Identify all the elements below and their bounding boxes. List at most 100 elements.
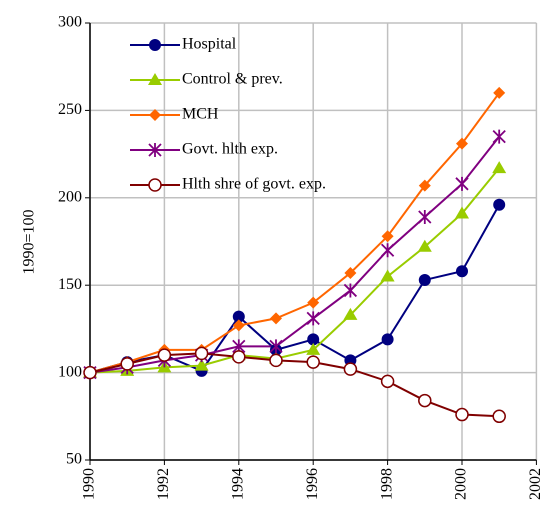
marker-shape — [83, 365, 97, 380]
marker — [232, 319, 245, 332]
marker-shape — [232, 310, 245, 323]
x-tick-label: 1992 — [155, 468, 172, 500]
marker — [269, 353, 283, 368]
marker-shape — [455, 407, 469, 422]
marker — [381, 230, 394, 243]
x-tick-label: 1994 — [229, 468, 246, 500]
marker-shape — [418, 210, 432, 225]
marker-shape — [493, 198, 506, 211]
marker-shape — [270, 312, 282, 325]
marker-shape — [417, 239, 432, 252]
marker-shape — [269, 353, 283, 368]
marker — [456, 137, 468, 150]
marker-shape — [306, 342, 321, 355]
x-tick-label: 1998 — [378, 468, 395, 500]
marker-shape — [418, 393, 432, 408]
marker — [232, 350, 246, 364]
marker-shape — [380, 243, 395, 258]
series-line — [89, 204, 501, 374]
marker — [380, 243, 395, 258]
marker-shape — [418, 179, 431, 192]
y-tick-label: 50 — [66, 451, 82, 468]
y-tick-label: 300 — [58, 14, 82, 31]
marker — [149, 39, 161, 51]
marker — [493, 86, 506, 99]
marker — [492, 161, 507, 174]
marker — [344, 266, 357, 279]
marker-shape — [380, 374, 395, 389]
y-axis-label: 1990=100 — [21, 209, 38, 274]
marker — [306, 311, 320, 326]
marker — [492, 409, 506, 424]
marker — [83, 365, 97, 380]
marker-shape — [344, 266, 357, 279]
marker-shape — [306, 355, 320, 369]
marker — [120, 357, 134, 371]
marker-shape — [456, 265, 468, 278]
marker — [269, 339, 283, 354]
marker — [148, 73, 162, 85]
marker — [381, 333, 394, 346]
marker-shape — [307, 333, 320, 346]
marker — [307, 296, 320, 309]
marker-shape — [232, 350, 246, 364]
marker-shape — [194, 358, 209, 371]
marker — [418, 210, 432, 225]
marker — [157, 348, 172, 362]
marker — [149, 109, 161, 121]
marker — [418, 273, 431, 286]
legend-entry: Hospital — [130, 36, 237, 53]
marker — [148, 143, 162, 157]
legend-label: Hlth shre of govt. exp. — [182, 176, 326, 193]
marker-shape — [307, 296, 320, 309]
marker-shape — [120, 357, 134, 371]
marker-shape — [157, 348, 172, 362]
marker-shape — [492, 409, 506, 424]
marker — [455, 407, 469, 422]
marker — [343, 362, 358, 376]
marker — [380, 374, 395, 389]
marker-shape — [455, 176, 469, 191]
marker-shape — [148, 73, 162, 85]
marker-shape — [149, 39, 161, 51]
marker-shape — [269, 339, 283, 354]
marker — [306, 342, 321, 355]
marker — [270, 312, 282, 325]
marker-shape — [492, 161, 507, 174]
legend-entry: MCH — [130, 106, 219, 123]
marker-shape — [306, 311, 320, 326]
marker — [307, 333, 320, 346]
legend-label: Govt. hlth exp. — [182, 141, 278, 158]
marker — [148, 178, 162, 192]
marker-shape — [380, 269, 395, 282]
marker-shape — [343, 362, 358, 376]
marker — [380, 269, 395, 282]
x-tick-label: 2000 — [453, 468, 470, 500]
marker-shape — [148, 143, 162, 157]
legend-label: MCH — [182, 106, 219, 123]
marker-shape — [381, 230, 394, 243]
marker-shape — [194, 346, 209, 361]
y-tick-label: 100 — [58, 363, 82, 380]
marker — [417, 239, 432, 252]
marker — [493, 198, 506, 211]
marker — [194, 358, 209, 371]
marker-shape — [343, 283, 358, 298]
series-line — [89, 92, 501, 374]
marker — [492, 129, 506, 144]
series-line — [89, 167, 500, 374]
marker-shape — [456, 137, 468, 150]
marker-shape — [381, 333, 394, 346]
y-tick-label: 250 — [58, 101, 82, 118]
marker — [456, 265, 468, 278]
marker — [343, 307, 358, 320]
marker — [232, 310, 245, 323]
x-tick-label: 1990 — [81, 468, 98, 500]
x-tick-label: 1996 — [304, 468, 321, 500]
marker — [306, 355, 320, 369]
legend-label: Hospital — [182, 36, 237, 53]
marker-shape — [492, 129, 506, 144]
marker — [418, 393, 432, 408]
y-tick-label: 200 — [58, 188, 82, 205]
